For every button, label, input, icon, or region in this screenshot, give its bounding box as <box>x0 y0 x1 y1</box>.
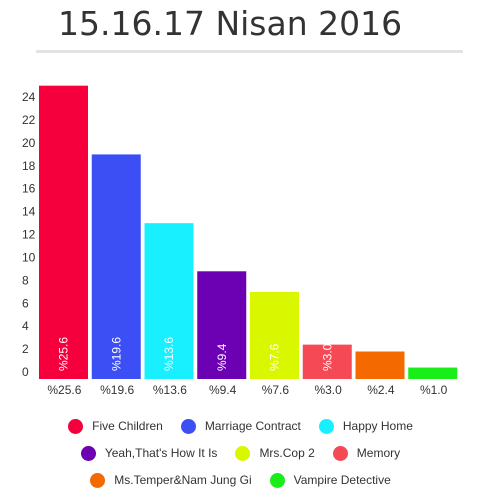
x-tick-label: %2.4 <box>367 383 395 397</box>
legend-swatch <box>269 472 285 488</box>
legend-label: Ms.Temper&Nam Jung Gi <box>114 473 252 487</box>
bar <box>408 367 458 379</box>
legend-swatch <box>68 418 84 434</box>
bar-value-label: %19.6 <box>109 337 123 371</box>
y-tick-label: 4 <box>22 319 29 333</box>
x-tick-label: %25.6 <box>47 383 81 397</box>
legend-label: Yeah,That's How It Is <box>104 446 218 460</box>
legend-item[interactable]: Happy Home <box>318 418 413 434</box>
y-tick-label: 2 <box>22 342 29 356</box>
x-axis: %25.6 %19.6 %13.6 %9.4 %7.6 %3.0 %2.4 %1.0 <box>47 383 447 397</box>
legend-label: Mrs.Cop 2 <box>259 446 315 460</box>
legend-label: Happy Home <box>342 419 413 433</box>
bar <box>355 351 405 379</box>
legend-item[interactable]: Ms.Temper&Nam Jung Gi <box>90 472 252 488</box>
y-tick-label: 8 <box>22 273 29 287</box>
legend-swatch <box>332 445 348 461</box>
legend-label: Five Children <box>92 419 163 433</box>
y-tick-label: 12 <box>22 228 36 242</box>
bar-value-label: %25.6 <box>57 337 71 371</box>
y-tick-label: 16 <box>22 182 36 196</box>
bar-value-label: %9.4 <box>215 343 229 371</box>
x-tick-label: %13.6 <box>153 383 187 397</box>
y-tick-label: 24 <box>22 90 36 104</box>
bar-labels: %25.6 %19.6 %13.6 %9.4 %7.6 %3.0 <box>57 337 335 371</box>
bar-value-label: %3.0 <box>320 343 334 371</box>
y-tick-label: 20 <box>22 136 36 150</box>
bar <box>197 271 247 379</box>
legend-swatch <box>80 445 96 461</box>
page-title: 15.16.17 Nisan 2016 <box>58 4 403 43</box>
legend-item[interactable]: Memory <box>332 445 401 461</box>
legend-row: Five Children Marriage Contract Happy Home <box>0 414 481 438</box>
title-divider <box>36 50 463 53</box>
x-tick-label: %9.4 <box>209 383 237 397</box>
y-tick-label: 10 <box>22 250 36 264</box>
bar <box>91 154 141 379</box>
x-tick-label: %1.0 <box>420 383 448 397</box>
y-tick-label: 14 <box>22 205 36 219</box>
bar-value-label: %7.6 <box>268 343 282 371</box>
y-tick-label: 18 <box>22 159 36 173</box>
legend-label: Marriage Contract <box>204 419 301 433</box>
legend-swatch <box>180 418 196 434</box>
legend-item[interactable]: Mrs.Cop 2 <box>235 445 315 461</box>
y-tick-label: 6 <box>22 296 29 310</box>
bar-value-label: %13.6 <box>162 337 176 371</box>
legend-swatch <box>235 445 251 461</box>
bars <box>39 85 458 380</box>
bar <box>302 344 352 379</box>
bar <box>39 85 88 380</box>
legend-swatch <box>90 472 106 488</box>
legend-row: Ms.Temper&Nam Jung Gi Vampire Detective <box>0 468 481 492</box>
y-tick-label: 22 <box>22 113 36 127</box>
legend-row: Yeah,That's How It Is Mrs.Cop 2 Memory <box>0 441 481 465</box>
legend-item[interactable]: Vampire Detective <box>269 472 391 488</box>
legend-swatch <box>318 418 334 434</box>
legend-label: Memory <box>356 446 401 460</box>
x-tick-label: %19.6 <box>100 383 134 397</box>
legend-label: Vampire Detective <box>293 473 391 487</box>
x-tick-label: %3.0 <box>314 383 342 397</box>
legend-item[interactable]: Yeah,That's How It Is <box>80 445 218 461</box>
legend-item[interactable]: Five Children <box>68 418 163 434</box>
bar <box>250 291 299 379</box>
legend-item[interactable]: Marriage Contract <box>180 418 301 434</box>
y-tick-label: 0 <box>22 365 29 379</box>
x-tick-label: %7.6 <box>262 383 290 397</box>
bar <box>144 223 194 379</box>
